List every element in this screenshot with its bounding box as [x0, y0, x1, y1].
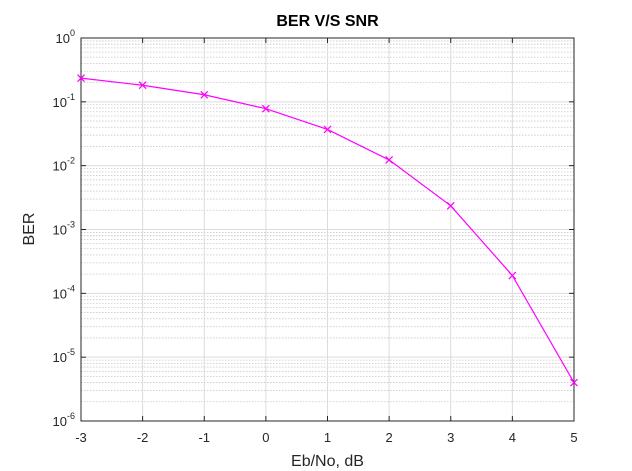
x-tick-label: 4 — [509, 430, 516, 445]
y-tick-label: 10-1 — [53, 92, 75, 110]
x-tick-label: -3 — [75, 430, 87, 445]
x-tick-label: 2 — [386, 430, 393, 445]
data-point-marker — [261, 104, 270, 113]
data-point-marker — [138, 81, 147, 90]
data-point-marker — [323, 125, 332, 134]
data-point-marker — [508, 271, 517, 280]
x-axis-label: Eb/No, dB — [291, 453, 364, 470]
x-tick-label: 0 — [262, 430, 269, 445]
y-tick-label: 10-3 — [53, 220, 75, 238]
data-point-marker — [446, 201, 455, 210]
x-tick-label: 1 — [324, 430, 331, 445]
grid-lines — [80, 37, 575, 422]
axis-ticks: 100 10-1 10-2 10-3 10-4 10-5 10-6-3 -2 -1 0 1 2 3 4 5 — [53, 28, 578, 445]
x-tick-label: -2 — [137, 430, 149, 445]
data-series — [77, 74, 578, 387]
x-tick-label: 3 — [447, 430, 454, 445]
y-tick-label: 10-5 — [53, 347, 75, 365]
y-tick-label: 10-4 — [53, 283, 75, 301]
data-point-marker — [570, 378, 578, 387]
y-tick-label: 10-6 — [53, 411, 75, 429]
data-point-marker — [77, 74, 85, 83]
y-tick-label: 100 — [56, 28, 75, 46]
y-axis-label: BER — [21, 213, 38, 246]
x-tick-label: -1 — [198, 430, 210, 445]
chart-title: BER V/S SNR — [276, 13, 379, 30]
y-tick-label: 10-2 — [53, 156, 75, 174]
data-point-marker — [385, 156, 394, 164]
data-point-marker — [200, 90, 209, 99]
x-tick-label: 5 — [570, 430, 577, 445]
